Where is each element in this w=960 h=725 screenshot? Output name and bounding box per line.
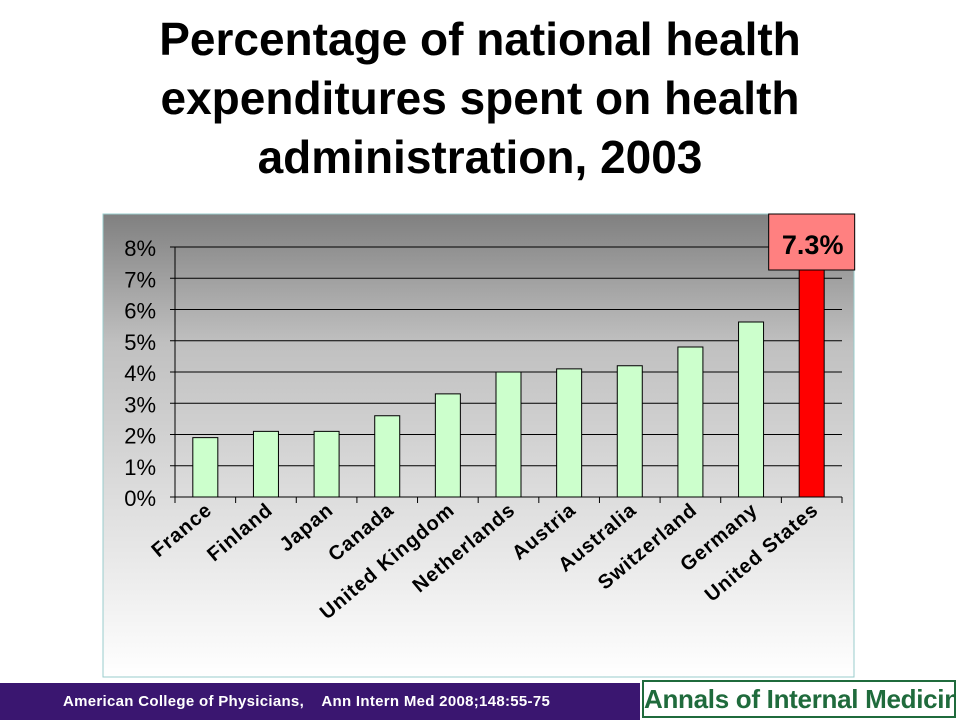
y-tick-label: 5% xyxy=(124,330,156,355)
value-callout xyxy=(768,213,856,271)
bar xyxy=(495,371,522,498)
chart-title-line-1: Percentage of national health xyxy=(159,13,801,65)
y-tick-label: 3% xyxy=(124,392,156,417)
chart-title-line-3: administration, 2003 xyxy=(257,131,703,183)
bar xyxy=(798,268,825,498)
chart-title-line-2: expenditures spent on health xyxy=(160,72,800,124)
citation-text: American College of Physicians, Ann Inte… xyxy=(63,693,551,710)
bar xyxy=(677,346,704,498)
bar xyxy=(434,393,461,498)
y-tick-label: 2% xyxy=(124,424,156,449)
y-tick-label: 1% xyxy=(124,455,156,480)
bar xyxy=(192,437,219,498)
bar xyxy=(252,430,279,498)
chart-frame xyxy=(102,213,855,678)
y-tick-label: 0% xyxy=(124,486,156,511)
y-tick-label: 8% xyxy=(124,236,156,261)
y-tick-label: 6% xyxy=(124,299,156,324)
bar xyxy=(556,368,583,498)
journal-logo: Annals of Internal Medicine xyxy=(642,680,956,718)
y-tick-label: 4% xyxy=(124,361,156,386)
y-tick-label: 7% xyxy=(124,267,156,292)
value-callout-label: 7.3% xyxy=(782,230,844,260)
bar xyxy=(738,321,765,498)
footer-bar xyxy=(0,683,640,720)
chart-title: Percentage of national health expenditur… xyxy=(0,10,960,187)
bar xyxy=(616,365,643,498)
bar xyxy=(374,415,401,498)
bar xyxy=(313,430,340,498)
